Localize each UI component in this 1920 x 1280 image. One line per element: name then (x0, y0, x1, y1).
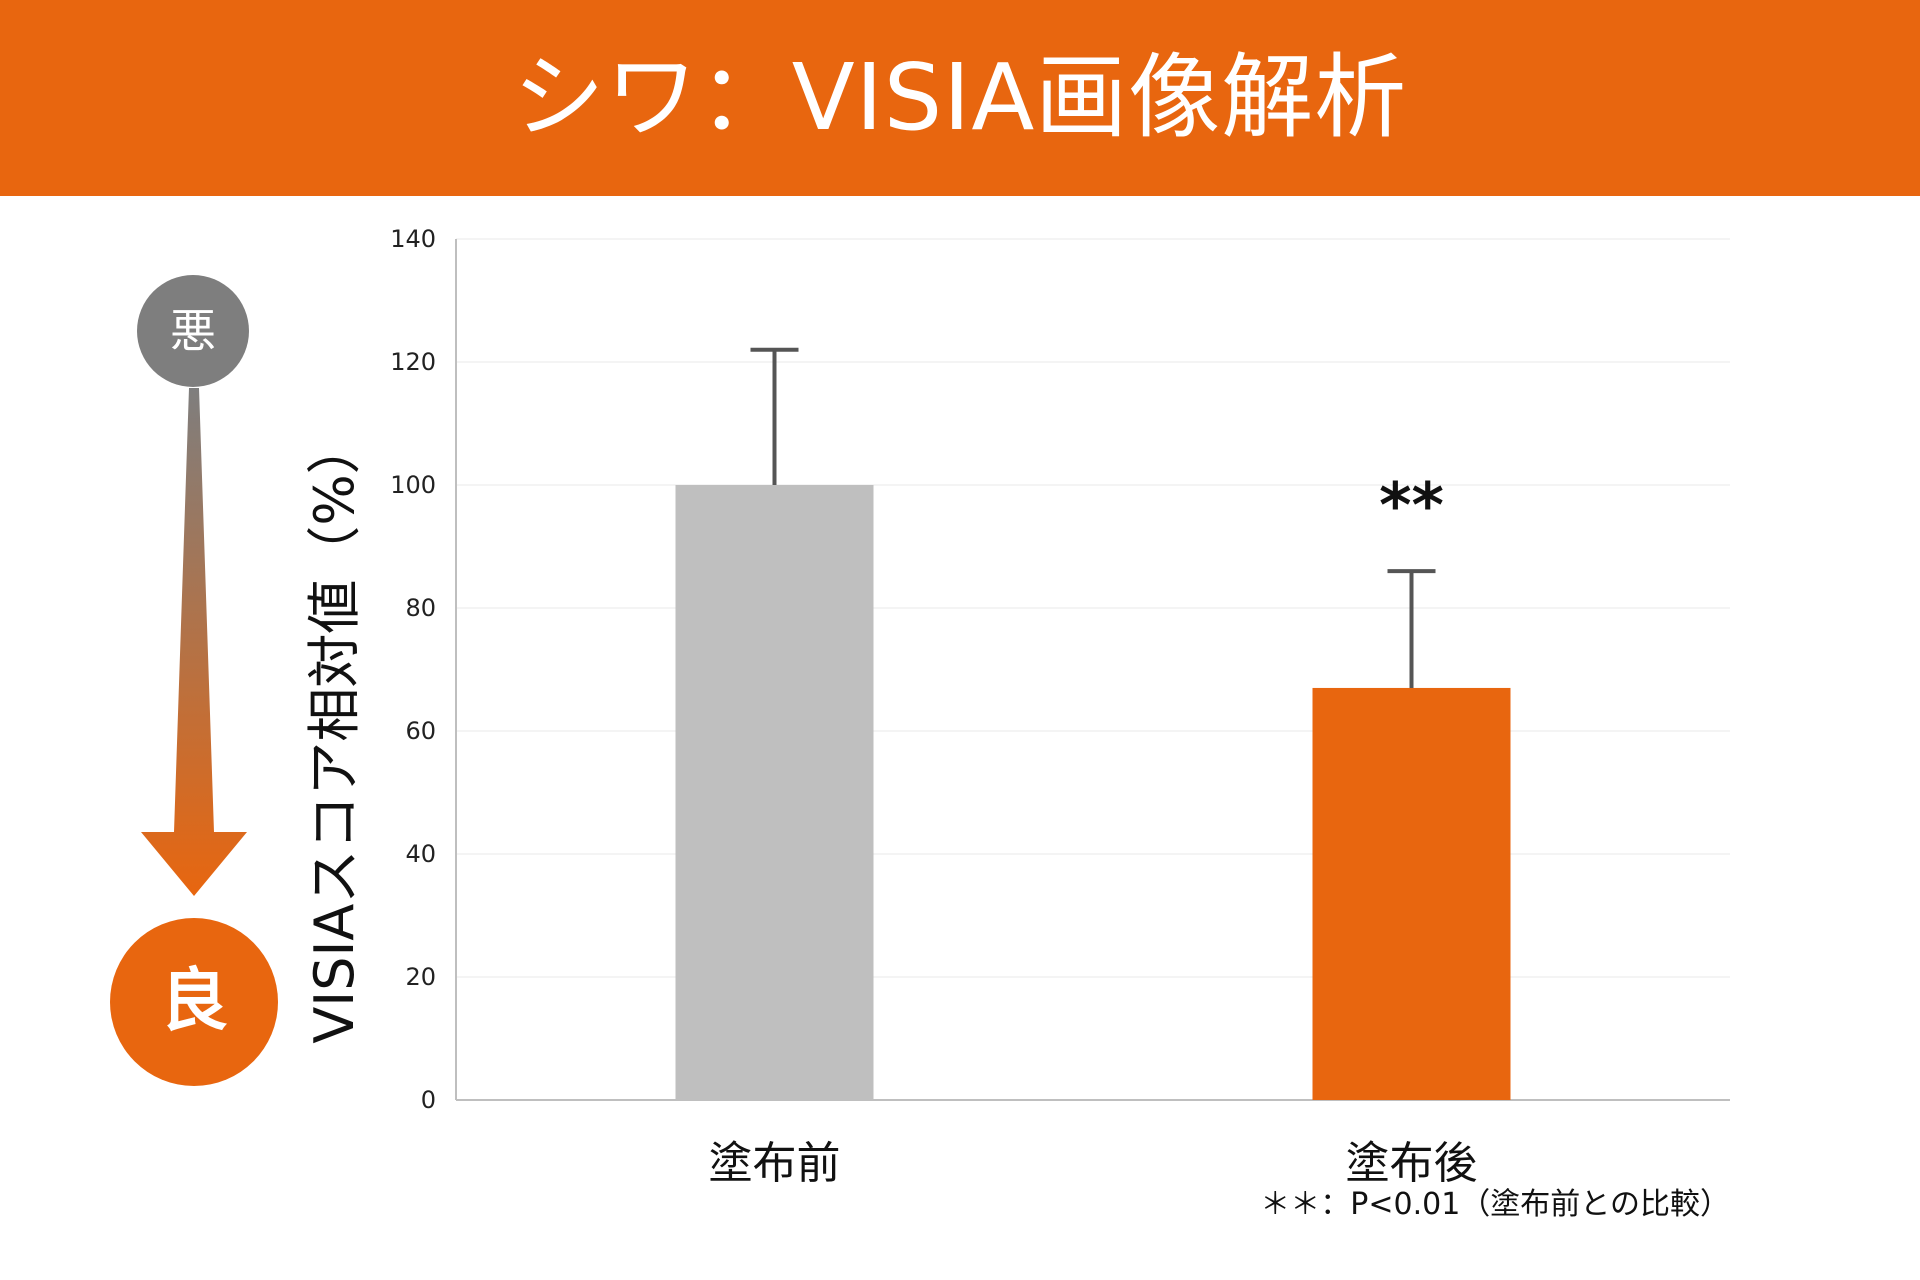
header-banner: シワ：VISIA画像解析 (0, 0, 1920, 196)
y-tick-label: 80 (405, 594, 436, 622)
good-indicator-circle: 良 (110, 918, 278, 1086)
y-tick-label: 140 (390, 225, 436, 253)
bar-before (675, 485, 874, 1100)
y-tick-labels: 0 20 40 60 80 100 120 140 (390, 225, 436, 1114)
significance-footnote: ＊＊：P<0.01（塗布前との比較） (1260, 1187, 1730, 1222)
y-tick-label: 120 (390, 348, 436, 376)
y-tick-label: 60 (405, 717, 436, 745)
down-arrow-icon (141, 388, 247, 896)
axes (455, 239, 1730, 1101)
significance-markers: ** (1379, 469, 1444, 542)
x-category-labels: 塗布前 塗布後 (709, 1138, 1478, 1189)
x-category-label: 塗布後 (1346, 1138, 1478, 1189)
bad-indicator-circle: 悪 (137, 275, 249, 387)
bars (675, 485, 1511, 1100)
page-title: シワ：VISIA画像解析 (512, 44, 1408, 151)
y-tick-label: 0 (421, 1086, 436, 1114)
y-tick-label: 100 (390, 471, 436, 499)
error-bars (750, 347, 1436, 688)
significance-marker: ** (1379, 469, 1444, 542)
x-category-label: 塗布前 (709, 1138, 841, 1189)
y-tick-label: 20 (405, 963, 436, 991)
y-tick-label: 40 (405, 840, 436, 868)
y-axis-label: VISIAスコア相対値（%） (303, 420, 366, 1044)
bar-after (1312, 687, 1511, 1100)
grid-lines (456, 238, 1730, 978)
